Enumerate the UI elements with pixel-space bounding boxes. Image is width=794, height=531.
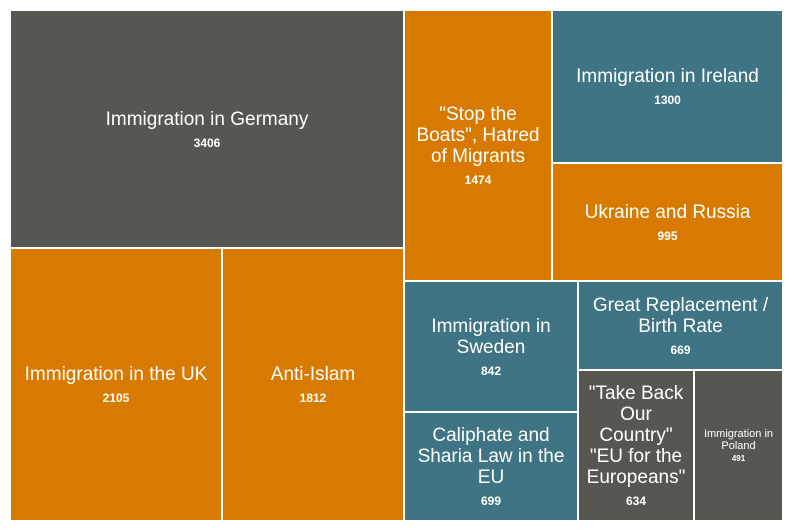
treemap-tile: Ukraine and Russia 995 <box>552 163 783 281</box>
tile-value: 3406 <box>193 135 221 150</box>
treemap-tile: Great Replacement / Birth Rate 669 <box>578 281 783 370</box>
tile-label: "Stop the Boats", Hatred of Migrants <box>416 104 540 167</box>
tile-value: 1300 <box>654 93 681 107</box>
treemap-tile: Immigration in Sweden 842 <box>404 281 578 412</box>
tile-value: 1812 <box>299 391 327 405</box>
treemap-tile: "Take Back Our Country" "EU for the Euro… <box>578 370 694 521</box>
tile-label: "Take Back Our Country" "EU for the Euro… <box>586 383 686 488</box>
tile-value: 1474 <box>464 173 492 187</box>
tile-value: 842 <box>480 363 502 378</box>
tile-value: 699 <box>480 494 502 508</box>
treemap-tile: Immigration in Poland 491 <box>694 370 783 521</box>
tile-label: Immigration in Germany <box>105 108 309 130</box>
treemap-tile: Anti-Islam 1812 <box>222 248 404 521</box>
treemap-tile: Immigration in Ireland 1300 <box>552 10 783 163</box>
tile-label: Immigration in Poland <box>703 428 774 452</box>
tile-value: 491 <box>731 454 746 463</box>
treemap-tile: Immigration in Germany 3406 <box>10 10 404 248</box>
tile-label: Caliphate and Sharia Law in the EU <box>417 425 565 488</box>
tile-value: 669 <box>670 342 691 357</box>
tile-value: 634 <box>625 494 647 508</box>
tile-label: Anti-Islam <box>270 364 356 385</box>
tile-value: 995 <box>657 228 678 243</box>
treemap-tile: Caliphate and Sharia Law in the EU 699 <box>404 412 578 521</box>
tile-label: Great Replacement / Birth Rate <box>592 294 769 337</box>
treemap-tile: Immigration in the UK 2105 <box>10 248 222 521</box>
tile-label: Immigration in Ireland <box>576 66 759 87</box>
tile-value: 2105 <box>102 391 130 405</box>
tile-label: Immigration in Sweden <box>431 315 551 358</box>
tile-label: Immigration in the UK <box>24 364 208 385</box>
tile-label: Ukraine and Russia <box>584 201 751 223</box>
treemap-tile: "Stop the Boats", Hatred of Migrants 1474 <box>404 10 552 281</box>
